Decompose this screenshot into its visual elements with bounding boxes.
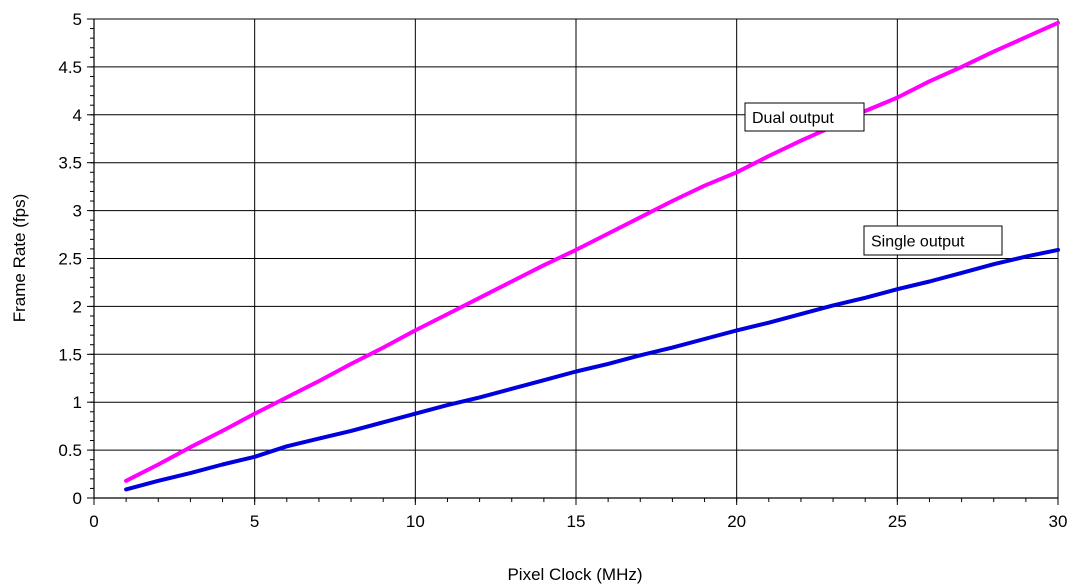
y-tick-label: 4 — [73, 106, 82, 125]
series-layer — [124, 20, 1060, 492]
dual-output-label: Dual output — [752, 110, 834, 127]
annotation-layer: Dual output Single output — [744, 102, 1003, 256]
x-axis-title: Pixel Clock (MHz) — [507, 565, 642, 584]
x-tick-label: 15 — [567, 512, 586, 531]
y-tick-label: 4.5 — [58, 58, 82, 77]
x-tick-label: 0 — [89, 512, 98, 531]
y-tick-label: 1 — [73, 393, 82, 412]
dual-output-label-box — [744, 102, 865, 132]
dual-output-line — [124, 20, 1060, 483]
single-output-label-box — [863, 225, 1003, 256]
single-output-line — [124, 247, 1060, 492]
single-output-label: Single output — [871, 234, 965, 251]
x-tick-label: 30 — [1049, 512, 1068, 531]
y-tick-label: 3.5 — [58, 154, 82, 173]
y-tick-label: 2.5 — [58, 250, 82, 269]
x-tick-label: 25 — [888, 512, 907, 531]
y-tick-label: 2 — [73, 297, 82, 316]
x-tick-label: 20 — [727, 512, 746, 531]
y-tick-label: 1.5 — [58, 345, 82, 364]
x-tick-label: 5 — [250, 512, 259, 531]
y-axis-title: Frame Rate (fps) — [10, 194, 29, 322]
y-tick-label: 5 — [73, 10, 82, 29]
x-tick-label: 10 — [406, 512, 425, 531]
y-tick-label: 0 — [73, 489, 82, 508]
y-tick-label: 3 — [73, 202, 82, 221]
axis-layer: 0 0.5 1 1.5 2 2.5 3 3.5 4 4.5 5 0 5 10 15 20 25 30 — [58, 10, 1067, 531]
y-tick-label: 0.5 — [58, 441, 82, 460]
